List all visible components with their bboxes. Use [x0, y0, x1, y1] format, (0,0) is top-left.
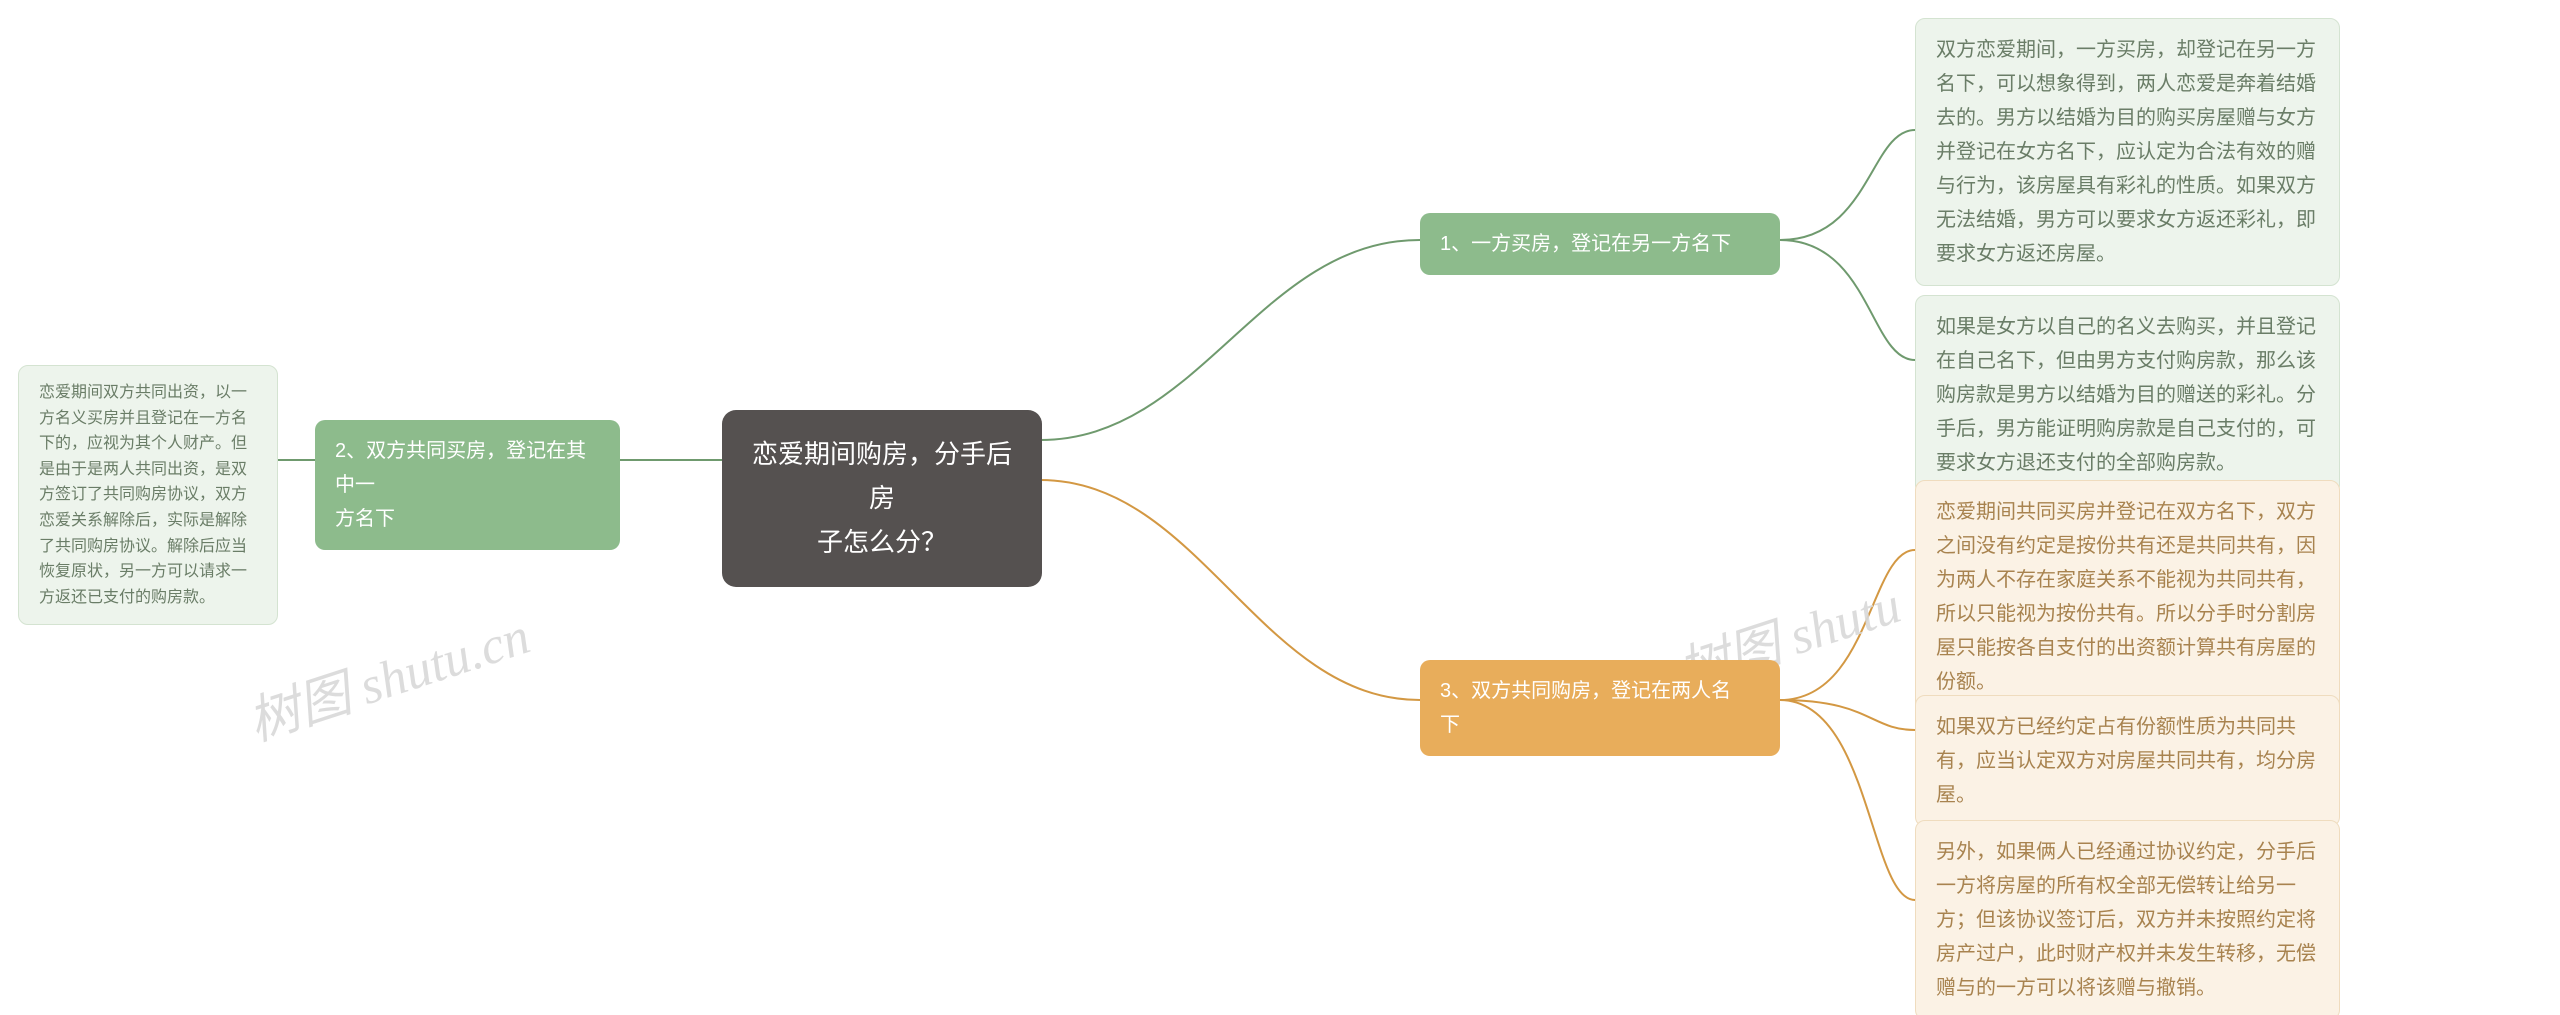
mindmap-canvas: 树图 shutu.cn 树图 shutu 恋爱期间购房，分手后房 子怎么分？ 1… — [0, 0, 2560, 1015]
branch-2[interactable]: 2、双方共同买房，登记在其中一 方名下 — [315, 420, 620, 550]
branch-3-line1: 3、双方共同购房，登记在两人名 — [1440, 674, 1760, 708]
branch-1-label: 1、一方买房，登记在另一方名下 — [1440, 233, 1731, 255]
branch-2-line2: 方名下 — [335, 502, 600, 536]
leaf-3c-text: 另外，如果俩人已经通过协议约定，分手后一方将房屋的所有权全部无偿转让给另一方；但… — [1936, 841, 2316, 999]
leaf-3b[interactable]: 如果双方已经约定占有份额性质为共同共有，应当认定双方对房屋共同共有，均分房屋。 — [1915, 695, 2340, 827]
branch-2-line1: 2、双方共同买房，登记在其中一 — [335, 434, 600, 502]
leaf-1a-text: 双方恋爱期间，一方买房，却登记在另一方名下，可以想象得到，两人恋爱是奔着结婚去的… — [1936, 39, 2316, 265]
branch-1[interactable]: 1、一方买房，登记在另一方名下 — [1420, 213, 1780, 275]
leaf-1b[interactable]: 如果是女方以自己的名义去购买，并且登记在自己名下，但由男方支付购房款，那么该购房… — [1915, 295, 2340, 495]
leaf-2[interactable]: 恋爱期间双方共同出资，以一方名义买房并且登记在一方名下的，应视为其个人财产。但是… — [18, 365, 278, 625]
leaf-1b-text: 如果是女方以自己的名义去购买，并且登记在自己名下，但由男方支付购房款，那么该购房… — [1936, 316, 2316, 474]
branch-3[interactable]: 3、双方共同购房，登记在两人名 下 — [1420, 660, 1780, 756]
root-line1: 恋爱期间购房，分手后房 — [752, 432, 1012, 520]
leaf-3a-text: 恋爱期间共同买房并登记在双方名下，双方之间没有约定是按份共有还是共同共有，因为两… — [1936, 501, 2316, 693]
branch-3-line2: 下 — [1440, 708, 1760, 742]
root-line2: 子怎么分？ — [752, 520, 1012, 564]
root-node[interactable]: 恋爱期间购房，分手后房 子怎么分？ — [722, 410, 1042, 587]
leaf-3b-text: 如果双方已经约定占有份额性质为共同共有，应当认定双方对房屋共同共有，均分房屋。 — [1936, 716, 2316, 806]
leaf-3a[interactable]: 恋爱期间共同买房并登记在双方名下，双方之间没有约定是按份共有还是共同共有，因为两… — [1915, 480, 2340, 714]
leaf-3c[interactable]: 另外，如果俩人已经通过协议约定，分手后一方将房屋的所有权全部无偿转让给另一方；但… — [1915, 820, 2340, 1015]
watermark-1: 树图 shutu.cn — [237, 594, 538, 755]
leaf-2-text: 恋爱期间双方共同出资，以一方名义买房并且登记在一方名下的，应视为其个人财产。但是… — [39, 384, 247, 606]
leaf-1a[interactable]: 双方恋爱期间，一方买房，却登记在另一方名下，可以想象得到，两人恋爱是奔着结婚去的… — [1915, 18, 2340, 286]
